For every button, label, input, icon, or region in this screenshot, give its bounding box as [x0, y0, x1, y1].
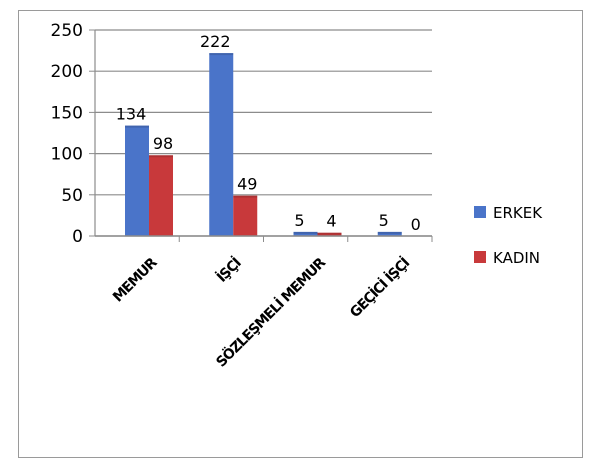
- data-label: 49: [237, 175, 257, 194]
- bar-top-edge: [125, 125, 149, 128]
- y-tick-label: 0: [72, 227, 83, 247]
- bar-top-edge: [377, 231, 402, 234]
- bar-erkek: [209, 53, 234, 237]
- legend-label-erkek: ERKEK: [493, 204, 543, 222]
- y-tick-label: 50: [61, 186, 83, 206]
- data-label: 5: [379, 211, 389, 230]
- bar-top-edge: [233, 195, 258, 198]
- bar-erkek: [293, 231, 318, 236]
- bar-top-edge: [293, 231, 318, 234]
- bar-kadin: [233, 195, 258, 236]
- y-tick-label: 150: [51, 103, 83, 123]
- legend-swatch-erkek: [474, 206, 486, 218]
- data-label: 98: [153, 134, 173, 153]
- legend-swatch-kadin: [474, 251, 486, 263]
- bar-top-edge: [317, 232, 342, 235]
- legend-label-kadin: KADIN: [493, 249, 540, 267]
- x-category-label: GEÇİCİ İŞÇİ: [346, 255, 412, 321]
- bar-top-edge: [149, 155, 173, 158]
- data-label: 0: [411, 215, 421, 234]
- bar-erkek: [125, 125, 149, 236]
- data-label: 134: [116, 105, 147, 124]
- x-category-label: İŞÇİ: [213, 255, 244, 286]
- x-category-label: MEMUR: [110, 255, 161, 306]
- y-tick-label: 200: [51, 62, 83, 82]
- data-label: 4: [326, 212, 336, 231]
- data-label: 222: [200, 32, 231, 51]
- bar-top-edge: [209, 53, 234, 56]
- bar-erkek: [377, 231, 402, 236]
- bar-kadin: [149, 155, 173, 236]
- y-tick-label: 100: [51, 145, 83, 165]
- data-label: 5: [294, 211, 304, 230]
- y-tick-label: 250: [51, 21, 83, 41]
- bar-kadin: [317, 232, 342, 236]
